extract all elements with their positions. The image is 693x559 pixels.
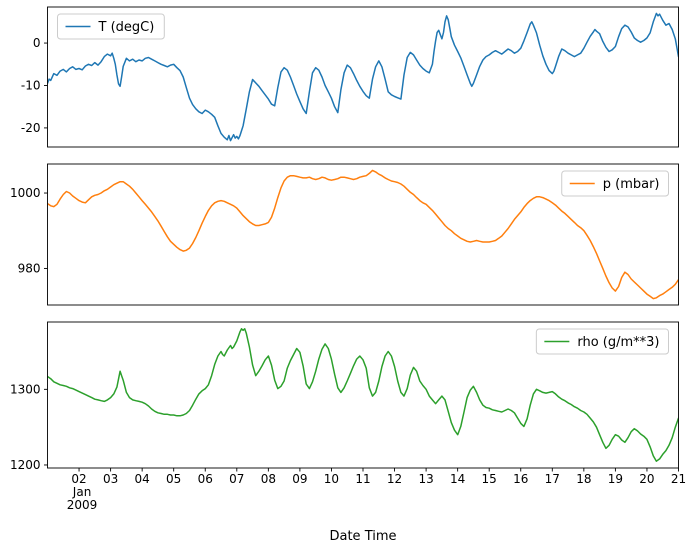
subplot-temperature: -20 -10 0 T (degC)	[21, 6, 679, 148]
x-tick-label: 14	[450, 472, 465, 486]
series-line-p-mbar	[47, 169, 679, 300]
y-tick-label: 1200	[10, 458, 41, 472]
x-tick-label: 04	[135, 472, 150, 486]
legend-frame	[57, 13, 165, 40]
legend-label: T (degC)	[98, 20, 155, 35]
x-tick-label: 05	[166, 472, 181, 486]
y-tick-label: 1000	[10, 186, 41, 200]
x-tick-label: 17	[545, 472, 560, 486]
series-line-t-degc	[47, 12, 679, 142]
axes-frame	[47, 163, 679, 306]
x-tick-label: 15	[482, 472, 497, 486]
subplot-pressure: 980 1000 p (mbar)	[10, 163, 679, 306]
x-tick-label: 12	[387, 472, 402, 486]
x-tick-label: 09	[292, 472, 307, 486]
x-offset-label-2009: 2009	[67, 498, 98, 512]
legend-label: p (mbar)	[603, 177, 660, 192]
x-tick-label: 21	[671, 472, 686, 486]
legend-label: rho (g/m**3)	[577, 335, 659, 350]
series-line-rho-g-m-3	[47, 328, 679, 462]
subplot-density: 1200 1300 rho (g/m**3)	[10, 321, 679, 472]
x-tick-label: 20	[639, 472, 654, 486]
x-tick-label: 02	[71, 472, 86, 486]
x-axis-title: Date Time	[329, 529, 396, 544]
axes-frame	[47, 6, 679, 148]
x-tick-label: 16	[513, 472, 528, 486]
x-tick-label: 11	[355, 472, 370, 486]
x-tick-label: 10	[324, 472, 339, 486]
y-tick-label: 0	[33, 36, 41, 50]
x-tick-label: 18	[576, 472, 591, 486]
legend-frame	[535, 328, 669, 355]
x-tick-label: 07	[229, 472, 244, 486]
x-tick-label: 08	[261, 472, 276, 486]
y-tick-label: -10	[21, 78, 41, 92]
y-tick-label: 980	[18, 261, 41, 275]
y-tick-label: 1300	[10, 382, 41, 396]
y-tick-label: -20	[21, 121, 41, 135]
x-offset-label-jan: Jan	[72, 485, 92, 499]
x-tick-label: 13	[418, 472, 433, 486]
x-tick-label: 06	[198, 472, 213, 486]
x-tick-label: 19	[608, 472, 623, 486]
x-tick-label: 03	[103, 472, 118, 486]
legend-density: rho (g/m**3)	[535, 328, 669, 355]
legend-pressure: p (mbar)	[561, 170, 669, 197]
legend-frame	[561, 170, 669, 197]
legend-temperature: T (degC)	[57, 13, 165, 40]
